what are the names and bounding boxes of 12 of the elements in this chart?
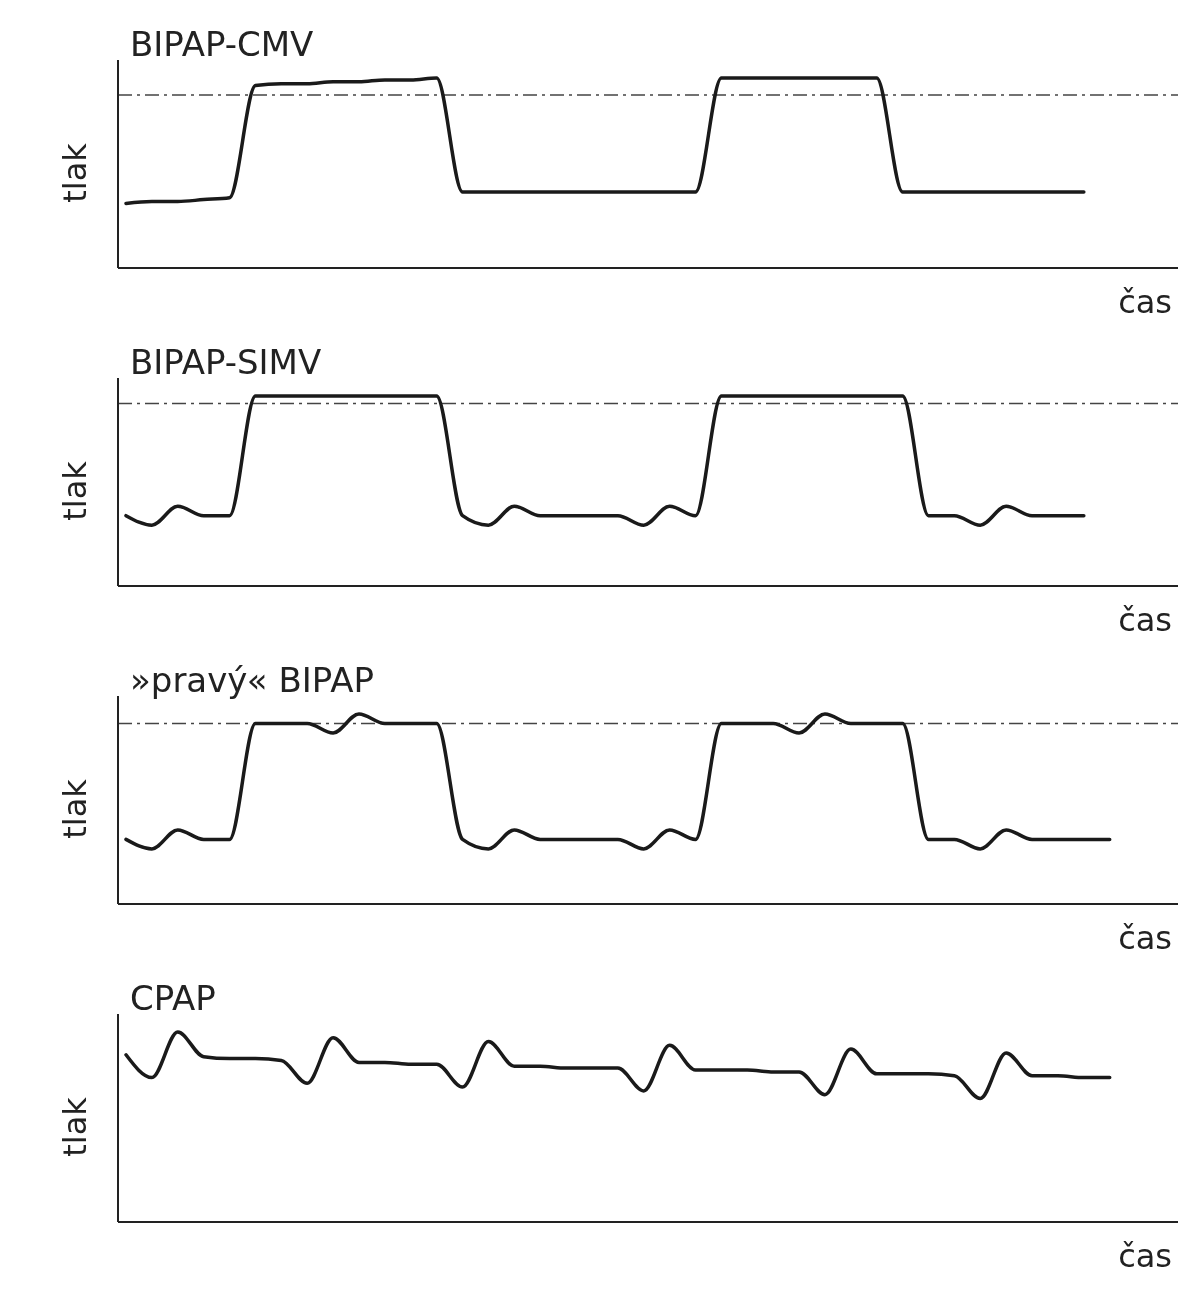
x-axis-title: čas bbox=[1118, 283, 1172, 321]
y-axis-title: tlak bbox=[56, 142, 94, 203]
chart-title: »pravý« BIPAP bbox=[130, 660, 374, 700]
y-axis-title: tlak bbox=[56, 1096, 94, 1157]
x-axis-title: čas bbox=[1118, 601, 1172, 639]
y-axis-title: tlak bbox=[56, 778, 94, 839]
chart-title: CPAP bbox=[130, 978, 216, 1018]
y-axis-title: tlak bbox=[56, 460, 94, 521]
chart-title: BIPAP-CMV bbox=[130, 24, 314, 64]
x-axis-title: čas bbox=[1118, 919, 1172, 957]
x-axis-title: čas bbox=[1118, 1237, 1172, 1275]
chart-title: BIPAP-SIMV bbox=[130, 342, 322, 382]
